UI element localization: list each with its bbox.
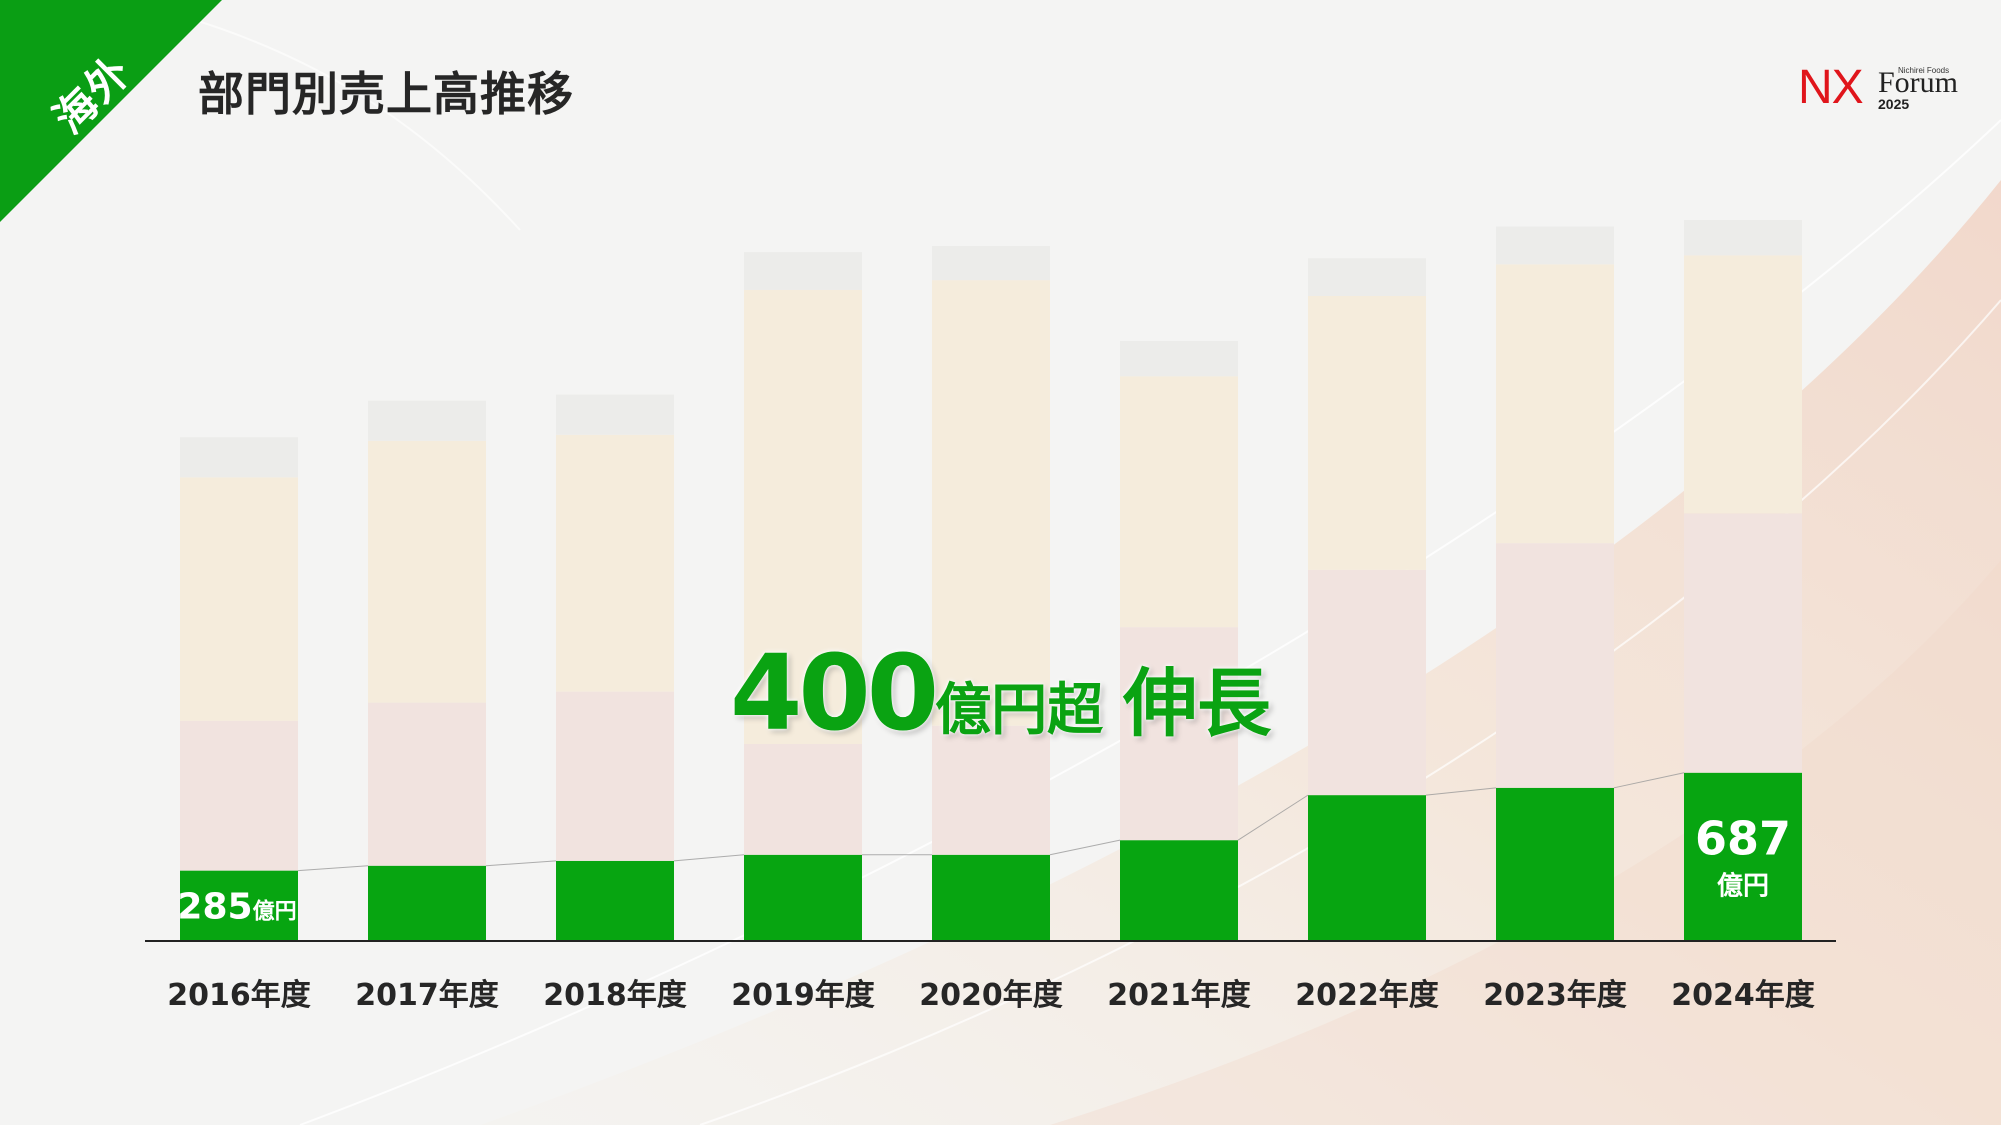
- bar-segment-0: [368, 865, 486, 940]
- bar-segment-0: [1120, 840, 1238, 940]
- corner-badge: [0, 0, 222, 222]
- swoosh-shape: [480, 180, 2001, 1125]
- bar-segment-0: [1308, 795, 1426, 940]
- x-tick-label: 2024年度: [1671, 978, 1815, 1013]
- bar-segment-2: [1684, 255, 1802, 514]
- x-tick-label: 2020年度: [919, 978, 1063, 1013]
- bar-segment-1: [180, 720, 298, 871]
- bar-segment-3: [1684, 219, 1802, 256]
- bar-segment-3: [932, 246, 1050, 281]
- x-tick-label: 2017年度: [355, 978, 499, 1013]
- bar-segment-0: [932, 854, 1050, 940]
- x-tick-label: 2022年度: [1295, 978, 1439, 1013]
- bar-segment-3: [368, 400, 486, 441]
- bar-segment-1: [1496, 543, 1614, 788]
- bar-segment-3: [744, 252, 862, 290]
- logo-subtitle: Nichirei Foods: [1898, 66, 1950, 75]
- bar-segment-3: [180, 437, 298, 478]
- bar-segment-2: [1496, 264, 1614, 544]
- bar-segment-1: [932, 725, 1050, 855]
- page-title: 部門別売上高推移: [198, 67, 574, 121]
- data-label-value: 687: [1695, 812, 1791, 866]
- bar-segment-2: [932, 280, 1050, 726]
- headline-growth: 伸長: [1123, 661, 1272, 747]
- x-tick-label: 2016年度: [167, 978, 311, 1013]
- bar-segment-0: [744, 854, 862, 940]
- bar-segment-0: [180, 870, 298, 940]
- bar-segment-1: [556, 691, 674, 861]
- bar-segment-1: [368, 702, 486, 866]
- headline: 400億円超 伸長: [730, 632, 1271, 754]
- x-tick-label: 2023年度: [1483, 978, 1627, 1013]
- x-tick-label: 2019年度: [731, 978, 875, 1013]
- headline-amount: 400: [730, 632, 939, 754]
- bar-segment-3: [1496, 226, 1614, 265]
- bar-segment-2: [1308, 295, 1426, 570]
- bar-segment-0: [1496, 787, 1614, 940]
- bar-segment-1: [1120, 627, 1238, 841]
- data-label: 285億円: [177, 887, 296, 928]
- bar-segment-2: [556, 434, 674, 692]
- x-tick-label: 2018年度: [543, 978, 687, 1013]
- bar-segment-0: [1684, 772, 1802, 940]
- nx-forum-logo: NX Nichirei Foods Forum 2025: [1798, 62, 1958, 114]
- logo-year: 2025: [1878, 96, 1910, 112]
- bar-segment-1: [1684, 513, 1802, 773]
- logo-forum: Forum: [1878, 66, 1959, 99]
- bar-segment-2: [744, 289, 862, 744]
- swoosh-shape-inner: [1050, 560, 2001, 1125]
- headline-unit: 億円超: [935, 678, 1104, 743]
- connector-lines: [297, 772, 1685, 872]
- bar-segment-2: [180, 477, 298, 721]
- x-tick-label: 2021年度: [1107, 978, 1251, 1013]
- logo-nx: NX: [1798, 61, 1864, 114]
- bar-segment-3: [1308, 258, 1426, 296]
- bar-segment-2: [1120, 376, 1238, 628]
- bar-segment-1: [1308, 569, 1426, 796]
- bar-segment-3: [1120, 341, 1238, 377]
- bar-segment-2: [368, 440, 486, 703]
- data-label-unit: 億円: [1717, 872, 1769, 902]
- bar-segment-1: [744, 743, 862, 855]
- bar-segment-0: [556, 860, 674, 940]
- bar-segment-3: [556, 394, 674, 435]
